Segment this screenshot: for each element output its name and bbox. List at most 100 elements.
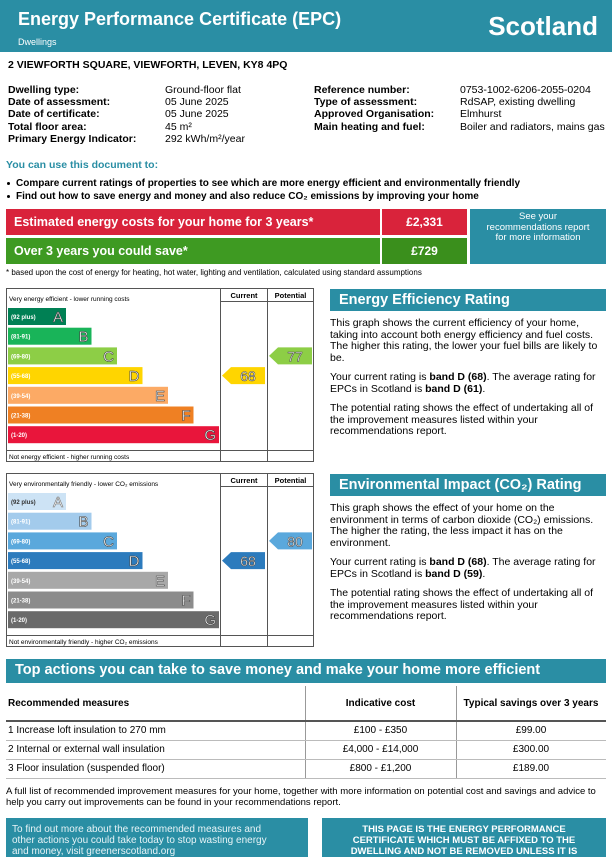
scale-bottom-label: Not environmentally friendly - higher CO… <box>9 639 159 646</box>
table-header: Recommended measures <box>8 698 130 709</box>
detail-label: Total floor area: <box>8 120 87 133</box>
band-bar <box>8 308 66 325</box>
band-range: (81-91) <box>11 520 30 526</box>
band-letter: E <box>155 388 165 405</box>
header-title: Energy Performance Certificate (EPC) <box>18 9 342 29</box>
rating-arrow <box>269 347 312 365</box>
panel-text: This graph shows the current efficiency … <box>330 317 598 364</box>
panel-paragraph: Your current rating is band D (68). The … <box>330 556 606 580</box>
band-range: (81-91) <box>11 335 30 341</box>
table-cell: £100 - £350 <box>353 725 408 736</box>
chart-frame <box>6 288 314 462</box>
panel-text: Your current rating is <box>330 556 430 568</box>
detail-label: Type of assessment: <box>314 96 418 109</box>
use-item: Find out how to save energy and money an… <box>16 191 479 202</box>
band-range: (92 plus) <box>11 500 36 506</box>
band-range: (1-20) <box>11 618 27 624</box>
rating-arrow <box>222 552 265 570</box>
rating-arrow <box>222 367 265 385</box>
band-letter: A <box>53 494 63 511</box>
band-letter: B <box>78 514 88 531</box>
band-letter: G <box>204 612 216 629</box>
chart-frame <box>6 473 314 647</box>
rating-value: 68 <box>240 553 256 569</box>
band-bar <box>8 493 66 510</box>
cost-footnote: * based upon the cost of energy for heat… <box>6 268 422 277</box>
detail-value: 05 June 2025 <box>165 108 229 121</box>
band-letter: B <box>78 329 88 346</box>
panel-title-bar: Energy Efficiency Rating <box>330 289 606 311</box>
band-letter: E <box>155 573 165 590</box>
table-cell: 1 Increase loft insulation to 270 mm <box>8 725 166 736</box>
cost-value: £729 <box>411 244 438 258</box>
detail-value: 0753-1002-6206-2055-0204 <box>460 84 591 96</box>
bullet <box>7 182 10 185</box>
panel-text: . <box>482 382 486 395</box>
band-bar <box>8 552 143 570</box>
band-bar <box>8 327 92 345</box>
detail-value: 05 June 2025 <box>165 96 229 109</box>
band-bar <box>8 512 92 530</box>
cost-value-cell: £729 <box>382 238 467 264</box>
vertical-rule <box>456 686 457 778</box>
cost-value-cell: £2,331 <box>382 209 467 235</box>
panel-paragraph: This graph shows the effect of your home… <box>330 502 606 549</box>
row-rule <box>6 740 606 741</box>
table-header: Typical savings over 3 years <box>463 698 599 709</box>
column-header: Current <box>230 476 258 485</box>
panel-title: Environmental Impact (CO₂) Rating <box>339 477 582 493</box>
band-bar <box>8 571 168 589</box>
detail-label: Main heating and fuel: <box>314 120 425 133</box>
band-range: (21-38) <box>11 414 30 420</box>
panel-text: The potential rating shows the effect of… <box>330 402 594 437</box>
table-cell: £189.00 <box>512 763 550 774</box>
detail-label: Date of certificate: <box>8 108 100 121</box>
band-letter: A <box>53 309 63 326</box>
panel-body: This graph shows the effect of your home… <box>330 502 606 631</box>
table-cell: 3 Floor insulation (suspended floor) <box>8 763 165 774</box>
panel-emphasis: band D (59) <box>425 567 483 580</box>
detail-value: 292 kWh/m²/year <box>165 132 245 145</box>
band-bar <box>8 591 194 609</box>
panel-title: Energy Efficiency Rating <box>339 292 510 308</box>
column-header: Potential <box>275 291 307 300</box>
rating-chart: Current Potential Very environmentally fri… <box>6 473 314 647</box>
panel-emphasis: band D (68) <box>429 371 487 383</box>
band-range: (69-80) <box>11 354 30 360</box>
use-item: Compare current ratings of properties to… <box>16 178 521 189</box>
band-letter: C <box>103 348 114 365</box>
band-bar <box>8 406 194 424</box>
table-cell: £800 - £1,200 <box>349 763 412 774</box>
detail-label: Approved Organisation: <box>314 108 435 121</box>
band-range: (39-54) <box>11 394 30 400</box>
band-letter: G <box>204 427 216 444</box>
footer-right-box: THIS PAGE IS THE ENERGY PERFORMANCE CERT… <box>322 818 606 857</box>
rating-value: 77 <box>287 348 303 364</box>
cost-label: Over 3 years you could save* <box>14 244 188 258</box>
rating-chart: Current Potential Very energy efficient - … <box>6 288 314 462</box>
band-letter: D <box>129 368 140 385</box>
header-country: Scotland <box>488 11 598 41</box>
band-bar <box>8 386 168 404</box>
cost-note-cell: See your recommendations report for more… <box>470 209 606 264</box>
table-cell: £4,000 - £14,000 <box>342 744 419 755</box>
band-letter: D <box>129 553 140 570</box>
header-bar: Energy Performance Certificate (EPC) Dwel… <box>0 0 612 52</box>
rating-value: 68 <box>240 368 256 384</box>
actions-title-bar: Top actions you can take to save money a… <box>6 659 606 683</box>
cost-label: Estimated energy costs for your home for… <box>14 215 314 229</box>
footer-left-text: To find out more about the recommended m… <box>12 824 267 857</box>
actions-note: A full list of recommended improvement m… <box>6 786 596 808</box>
detail-value: Ground-floor flat <box>165 84 241 96</box>
scale-top-label: Very energy efficient - lower running co… <box>9 296 130 303</box>
band-bar <box>8 426 219 444</box>
rating-arrow <box>269 532 312 550</box>
header-subtitle: Dwellings <box>18 37 57 47</box>
footer-right-text: THIS PAGE IS THE ENERGY PERFORMANCE CERT… <box>350 824 578 857</box>
panel-paragraph: The potential rating shows the effect of… <box>330 402 606 438</box>
panel-text: Your current rating is <box>330 371 430 383</box>
panel-text: . <box>482 567 486 580</box>
band-range: (1-20) <box>11 433 27 439</box>
panel-paragraph: Your current rating is band D (68). The … <box>330 371 606 395</box>
